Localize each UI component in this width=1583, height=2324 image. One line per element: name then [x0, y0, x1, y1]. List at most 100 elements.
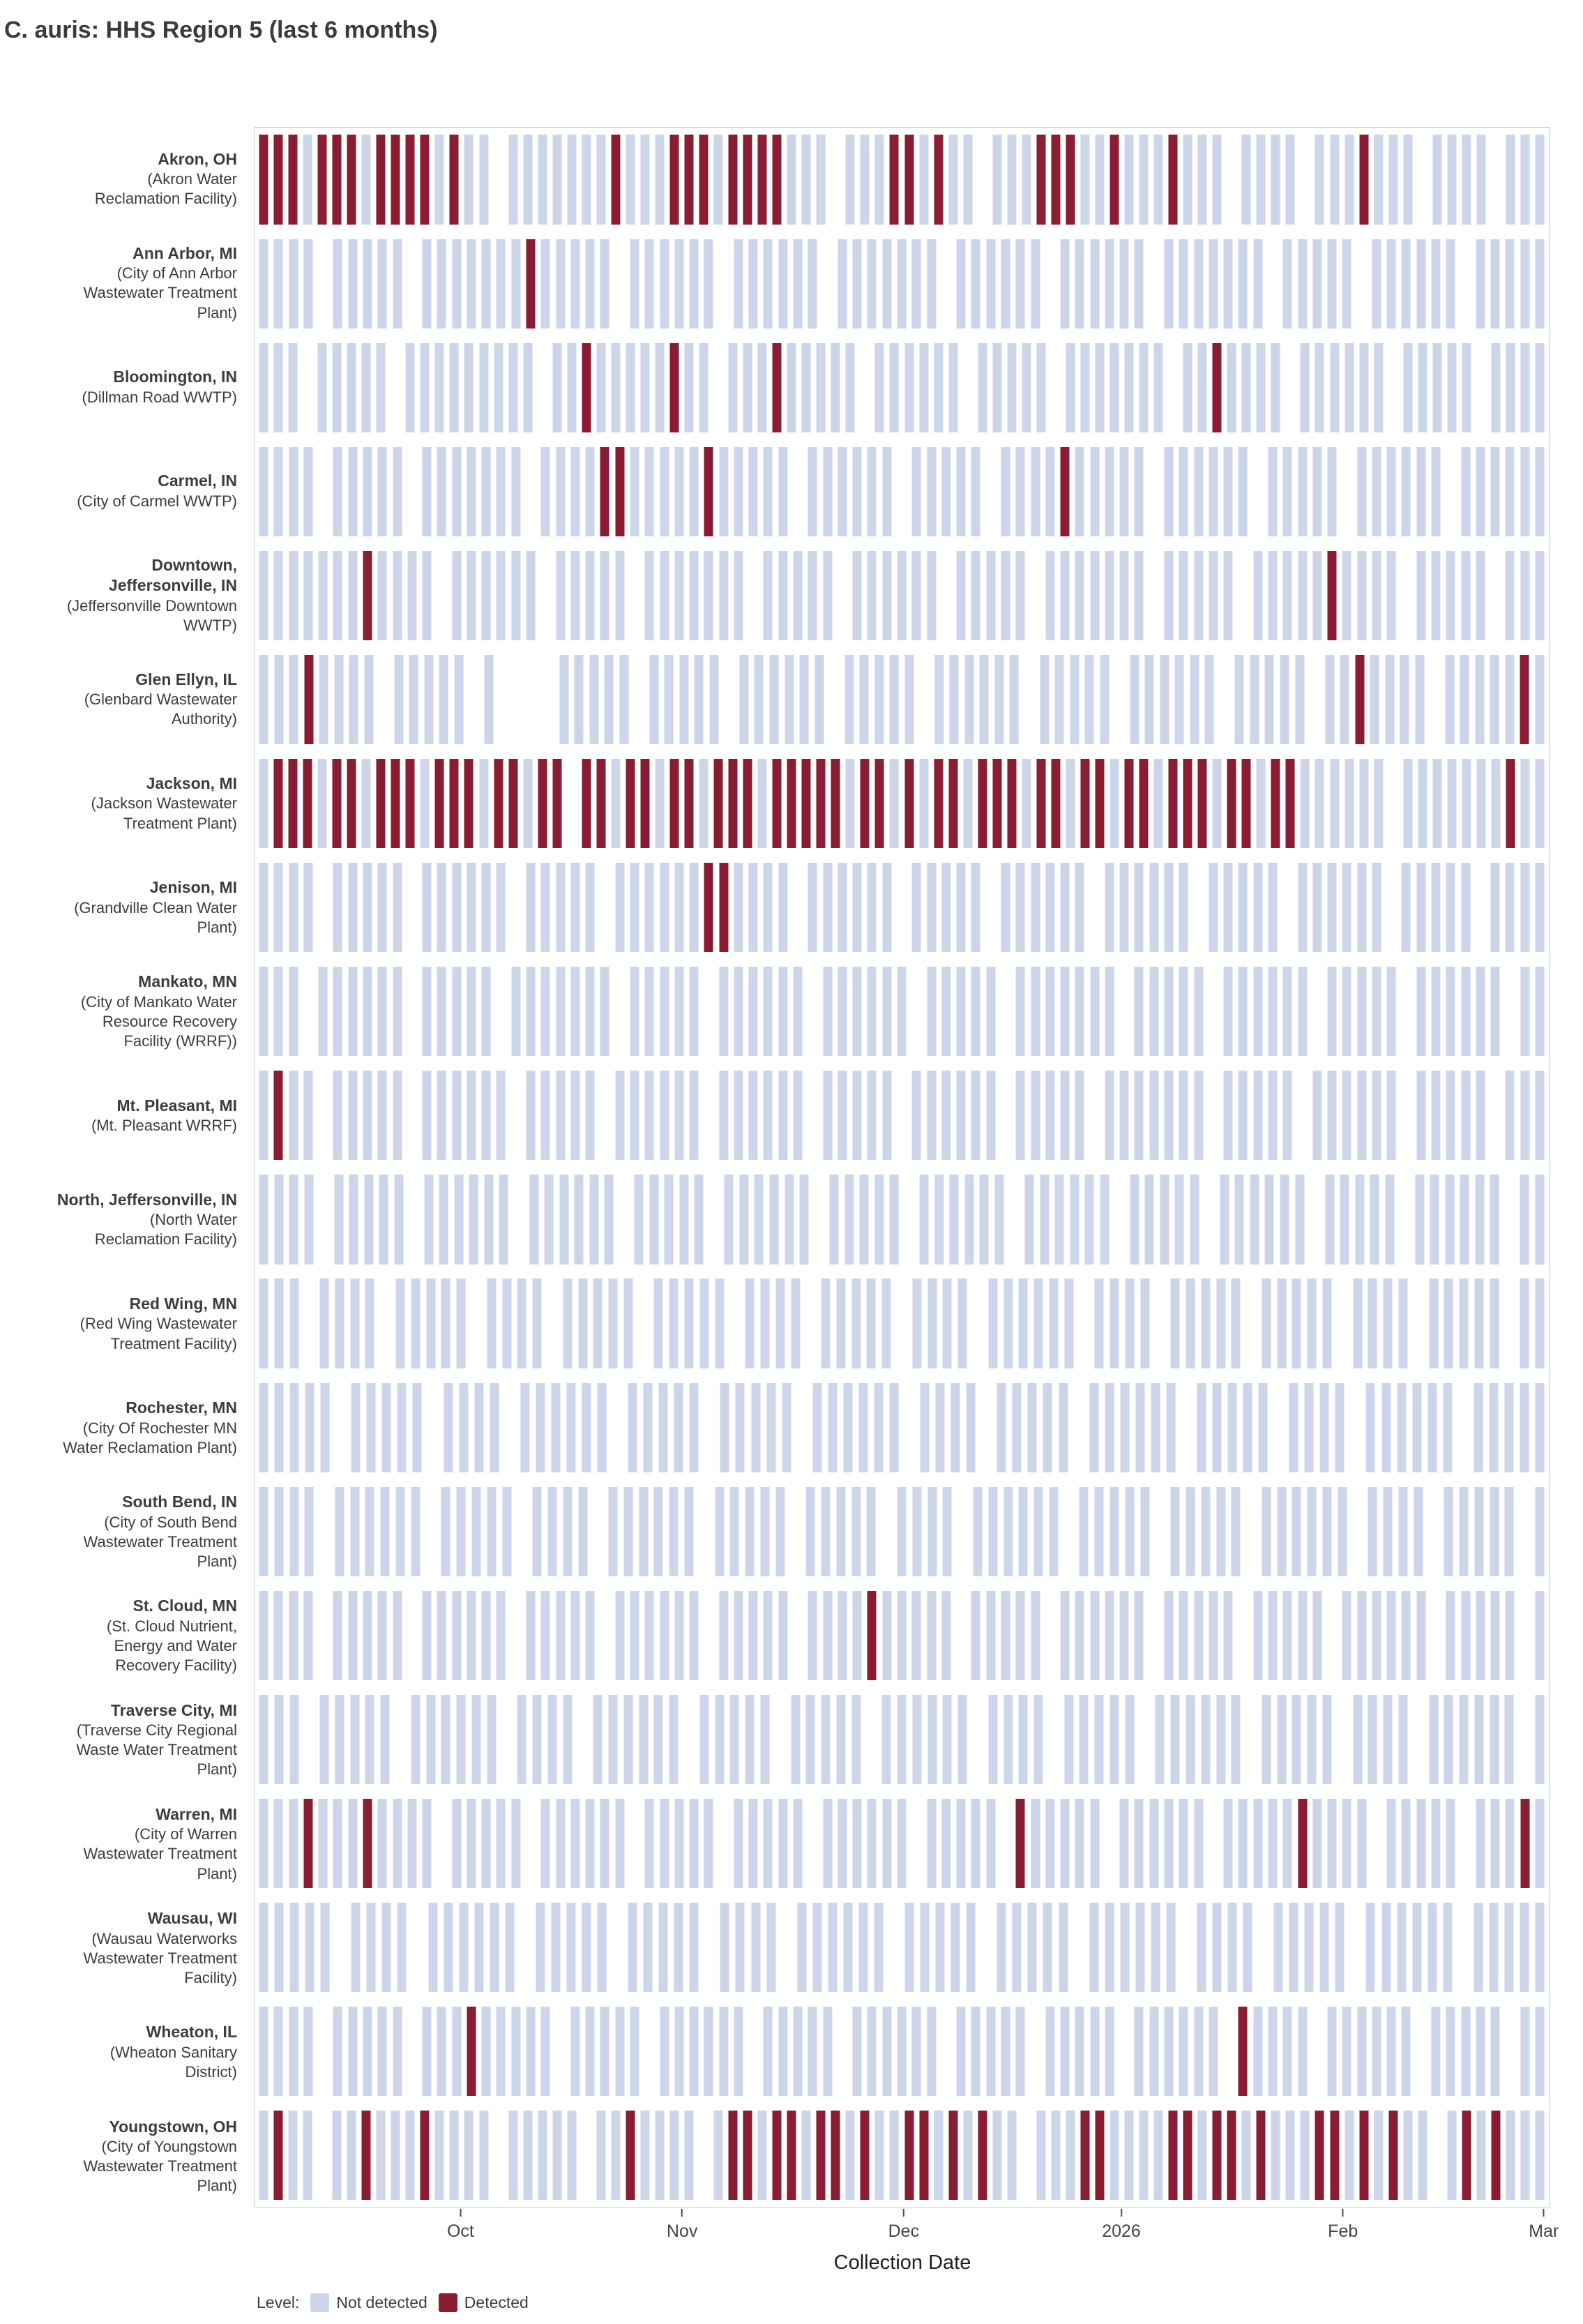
sample-bar-not-detected [735, 1903, 745, 1993]
facility-label: Glen Ellyn, IL (Glenbard Wastewater Author… [0, 647, 245, 751]
sample-bar-not-detected [882, 967, 892, 1057]
sample-bar-detected [684, 758, 694, 849]
sample-bar-not-detected [593, 1694, 603, 1785]
sample-bar-not-detected [1066, 2111, 1075, 2201]
sample-bar-not-detected [365, 1278, 374, 1368]
sample-bar-not-detected [348, 967, 358, 1057]
sample-bar-not-detected [1212, 758, 1222, 849]
sample-bar-not-detected [333, 446, 342, 536]
sample-bar-not-detected [778, 446, 788, 536]
sample-bar-not-detected [1043, 1903, 1052, 1993]
sample-bar-not-detected [481, 446, 491, 536]
sample-bar-not-detected [751, 1903, 761, 1993]
sample-bar-not-detected [540, 1590, 550, 1680]
sample-bar-not-detected [1412, 1382, 1422, 1472]
tick-mark [460, 2209, 462, 2217]
sample-bar-not-detected [394, 1175, 404, 1265]
sample-bar-not-detected [1231, 1694, 1241, 1785]
sample-bar-not-detected [1031, 1798, 1040, 1889]
sample-bar-not-detected [845, 758, 855, 849]
sample-bar-detected [273, 758, 283, 849]
sample-bar-not-detected [1476, 446, 1485, 536]
facility-name-line: Glen Ellyn, IL [135, 670, 237, 688]
sample-bar-not-detected [630, 1590, 639, 1680]
sample-bar-not-detected [567, 2111, 577, 2201]
sample-bar-not-detected [927, 446, 937, 536]
tick-label: Dec [888, 2221, 920, 2241]
sample-bar-not-detected [1342, 550, 1351, 641]
sample-bar-not-detected [615, 1798, 625, 1889]
sample-bar-not-detected [481, 550, 491, 641]
sample-bar-detected [1330, 2111, 1340, 2201]
sample-bar-not-detected [1307, 1694, 1317, 1785]
sample-bar-not-detected [1238, 967, 1248, 1057]
sample-bar-not-detected [1007, 135, 1017, 225]
sample-bar-not-detected [639, 1486, 649, 1576]
sample-bar-not-detected [1446, 863, 1455, 953]
sample-bar-not-detected [986, 239, 996, 329]
sample-bar-not-detected [941, 1798, 951, 1889]
sample-bar-detected [1139, 758, 1149, 849]
sample-bar-not-detected [963, 2111, 973, 2201]
sample-bar-not-detected [1431, 2007, 1441, 2097]
sample-bar-not-detected [1427, 1903, 1437, 1993]
sample-bar-not-detected [1040, 654, 1050, 745]
sample-bar-not-detected [1268, 967, 1278, 1057]
facility-label: Warren, MI (City of Warren Wastewater Trea… [0, 1792, 245, 1896]
sample-bar-not-detected [812, 1903, 822, 1993]
sample-bar-not-detected [259, 1175, 268, 1265]
sample-bar-not-detected [1033, 1278, 1043, 1368]
sample-bar-not-detected [852, 863, 862, 953]
sample-bar-not-detected [1045, 967, 1055, 1057]
sample-bar-not-detected [640, 135, 650, 225]
sample-bar-not-detected [459, 1903, 469, 1993]
sample-bar-not-detected [377, 2007, 387, 2097]
sample-bar-not-detected [1412, 1903, 1422, 1993]
sample-bar-detected [317, 135, 327, 225]
sample-bar-not-detected [1386, 1071, 1396, 1161]
sample-bar-not-detected [1359, 342, 1369, 432]
sample-bar-not-detected [1144, 1175, 1154, 1265]
sample-bar-not-detected [874, 654, 884, 745]
sample-bar-not-detected [1445, 1175, 1455, 1265]
sample-bar-not-detected [452, 1798, 462, 1889]
sample-bar-not-detected [950, 1382, 960, 1472]
sample-bar-not-detected [669, 2111, 679, 2201]
sample-bar-not-detected [934, 342, 944, 432]
sample-bar-not-detected [808, 550, 817, 641]
facility-detail-line: Plant) [197, 918, 237, 936]
sample-bar-not-detected [441, 1278, 450, 1368]
sample-bar-not-detected [1119, 239, 1129, 329]
sample-bar-not-detected [778, 1071, 788, 1161]
sample-bar-not-detected [1089, 1903, 1099, 1993]
sample-bar-detected [420, 135, 430, 225]
facility-detail-line: (City of Youngstown [101, 2137, 237, 2155]
sample-bar-not-detected [950, 1903, 960, 1993]
sample-bar-not-detected [992, 135, 1002, 225]
sample-bar-not-detected [889, 342, 899, 432]
sample-bar-not-detected [529, 1175, 539, 1265]
sample-bar-not-detected [1431, 967, 1441, 1057]
sample-bar-detected [273, 1071, 283, 1161]
sample-bar-not-detected [600, 239, 609, 329]
sample-bar-not-detected [1535, 967, 1545, 1057]
sample-bar-not-detected [1285, 2111, 1295, 2201]
sample-bar-not-detected [1134, 446, 1144, 536]
sample-bar-not-detected [526, 550, 536, 641]
sample-bar-not-detected [1431, 239, 1441, 329]
sample-bar-not-detected [1304, 1382, 1314, 1472]
sample-bar-not-detected [405, 342, 415, 432]
sample-bar-not-detected [570, 1798, 580, 1889]
sample-bar-not-detected [1504, 1382, 1514, 1472]
sample-bar-not-detected [927, 239, 937, 329]
sample-bar-not-detected [1144, 654, 1154, 745]
sample-bar-not-detected [709, 654, 719, 745]
sample-bar-not-detected [319, 654, 328, 745]
sample-bar-not-detected [376, 2111, 386, 2201]
sample-bar-not-detected [274, 654, 284, 745]
sample-bar-detected [1359, 135, 1369, 225]
sample-bar-not-detected [319, 1694, 329, 1785]
sample-bar-not-detected [1119, 446, 1129, 536]
sample-bar-not-detected [1372, 1590, 1381, 1680]
sample-bar-not-detected [1003, 1694, 1013, 1785]
